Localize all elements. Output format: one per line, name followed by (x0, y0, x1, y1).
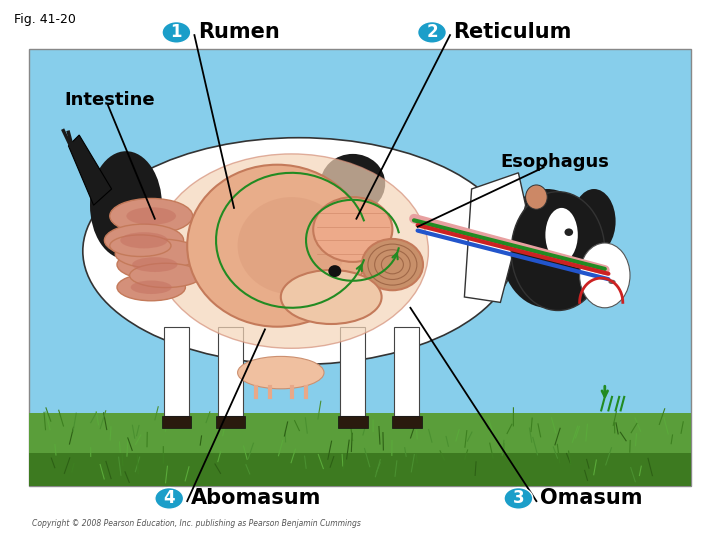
Text: Esophagus: Esophagus (500, 153, 609, 171)
Circle shape (504, 488, 533, 509)
Ellipse shape (362, 239, 423, 291)
Text: Omasum: Omasum (540, 488, 642, 509)
Ellipse shape (115, 239, 202, 269)
Text: 1: 1 (171, 23, 182, 42)
Ellipse shape (130, 263, 202, 287)
Circle shape (162, 22, 191, 43)
Ellipse shape (132, 257, 178, 272)
Ellipse shape (83, 138, 515, 364)
FancyBboxPatch shape (392, 416, 422, 428)
FancyBboxPatch shape (163, 327, 189, 416)
Ellipse shape (127, 207, 176, 225)
FancyBboxPatch shape (217, 327, 243, 416)
Ellipse shape (313, 197, 392, 262)
Text: Fig. 41-20: Fig. 41-20 (14, 14, 76, 26)
Text: Abomasum: Abomasum (191, 488, 321, 509)
Ellipse shape (117, 249, 193, 280)
Ellipse shape (120, 232, 168, 248)
Ellipse shape (130, 280, 172, 294)
FancyBboxPatch shape (29, 49, 691, 486)
Ellipse shape (580, 243, 630, 308)
Ellipse shape (281, 270, 382, 324)
Ellipse shape (328, 265, 341, 277)
Ellipse shape (110, 235, 171, 256)
Ellipse shape (187, 165, 367, 327)
Ellipse shape (564, 228, 573, 236)
Text: Rumen: Rumen (198, 22, 280, 43)
FancyBboxPatch shape (216, 416, 245, 428)
Ellipse shape (238, 197, 346, 294)
FancyBboxPatch shape (338, 416, 367, 428)
Ellipse shape (572, 189, 616, 254)
Text: Copyright © 2008 Pearson Education, Inc. publishing as Pearson Benjamin Cummings: Copyright © 2008 Pearson Education, Inc.… (32, 519, 361, 528)
Circle shape (155, 488, 184, 509)
Ellipse shape (90, 151, 162, 259)
Ellipse shape (238, 356, 324, 389)
Text: 4: 4 (163, 489, 175, 508)
Ellipse shape (526, 185, 547, 209)
Ellipse shape (320, 154, 385, 213)
Text: 3: 3 (513, 489, 524, 508)
FancyBboxPatch shape (29, 413, 691, 486)
Ellipse shape (155, 154, 428, 348)
Text: 2: 2 (426, 23, 438, 42)
Ellipse shape (546, 208, 578, 262)
FancyBboxPatch shape (161, 416, 191, 428)
Ellipse shape (511, 192, 605, 310)
Polygon shape (464, 173, 526, 302)
Circle shape (418, 22, 446, 43)
Text: Reticulum: Reticulum (454, 22, 572, 43)
Ellipse shape (608, 280, 616, 284)
FancyBboxPatch shape (395, 327, 419, 416)
Ellipse shape (117, 274, 185, 301)
FancyBboxPatch shape (29, 453, 691, 486)
FancyBboxPatch shape (340, 327, 365, 416)
Polygon shape (68, 135, 112, 205)
Ellipse shape (109, 198, 193, 233)
Ellipse shape (500, 189, 594, 308)
Text: Intestine: Intestine (65, 91, 156, 109)
Ellipse shape (104, 224, 184, 256)
